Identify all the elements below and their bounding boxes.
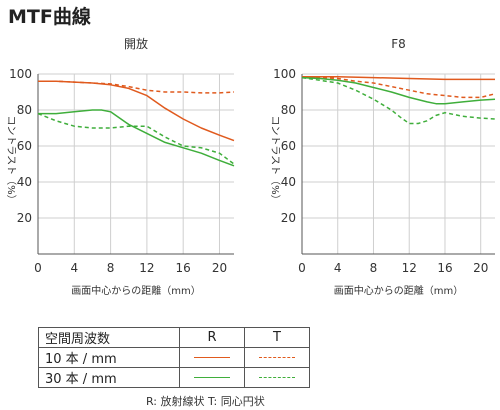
series-line [302, 75, 495, 81]
x-tick-label: 4 [70, 261, 78, 275]
series-line [301, 75, 496, 99]
y-axis-label: コントラスト（%） [5, 115, 17, 204]
x-tick-label: 20 [212, 261, 227, 275]
series-line [38, 80, 235, 142]
legend-row-label: 30 本 / mm [38, 367, 180, 388]
legend-header-row: 空間周波数 R T [38, 327, 310, 348]
legend-table: 空間周波数 R T 10 本 / mm 30 本 / mm [38, 327, 310, 388]
legend-row-10: 10 本 / mm [38, 347, 310, 368]
mtf-chart-open: 開放 0 4 8 12 16 20 20 40 60 80 100 画面中心からの距離（mm） コントラス… [5, 36, 235, 297]
legend-swatch-solid-orange [194, 357, 230, 358]
y-tick-label: 100 [9, 67, 32, 81]
y-tick-label: 60 [17, 139, 32, 153]
x-tick-label: 4 [334, 261, 342, 275]
y-tick-label: 80 [281, 103, 296, 117]
y-tick-label: 40 [281, 175, 296, 189]
legend-header-label: 空間周波数 [38, 327, 180, 348]
page-title: MTF曲線 [8, 6, 91, 28]
legend-col-t: T [244, 327, 310, 348]
x-tick-label: 12 [139, 261, 154, 275]
y-axis-label: コントラスト（%） [269, 115, 281, 204]
series-line [37, 112, 235, 165]
legend-row-label: 10 本 / mm [38, 347, 180, 368]
y-tick-label: 40 [17, 175, 32, 189]
legend-note: R: 放射線状 T: 同心円状 [146, 395, 265, 408]
series-line [38, 80, 235, 94]
x-axis-label: 画面中心からの距離（mm） [71, 284, 200, 297]
y-tick-label: 60 [281, 139, 296, 153]
x-tick-label: 8 [370, 261, 378, 275]
x-tick-label: 8 [107, 261, 115, 275]
x-tick-label: 16 [176, 261, 191, 275]
legend-swatch-dashed-orange [259, 357, 295, 358]
y-tick-label: 80 [17, 103, 32, 117]
chart-subtitle: 開放 [124, 36, 148, 51]
series-line [38, 109, 235, 167]
x-tick-label: 0 [34, 261, 42, 275]
x-tick-label: 20 [473, 261, 488, 275]
legend-swatch-dashed-green [259, 377, 295, 378]
x-axis-label: 画面中心からの距離（mm） [334, 284, 463, 297]
y-tick-label: 20 [281, 211, 296, 225]
mtf-chart-f8: F8 0 4 8 12 16 20 20 40 60 80 100 画面中心からの距離（mm） コントラス… [269, 37, 496, 297]
legend-swatch-solid-green [194, 377, 230, 378]
legend-row-30: 30 本 / mm [38, 367, 310, 388]
y-tick-label: 20 [17, 211, 32, 225]
legend-col-r: R [179, 327, 245, 348]
y-tick-label: 100 [273, 67, 296, 81]
chart-subtitle: F8 [391, 37, 406, 51]
series-line [301, 76, 496, 105]
series-line [301, 76, 496, 125]
x-tick-label: 0 [298, 261, 306, 275]
x-tick-label: 12 [402, 261, 417, 275]
x-tick-label: 16 [437, 261, 452, 275]
